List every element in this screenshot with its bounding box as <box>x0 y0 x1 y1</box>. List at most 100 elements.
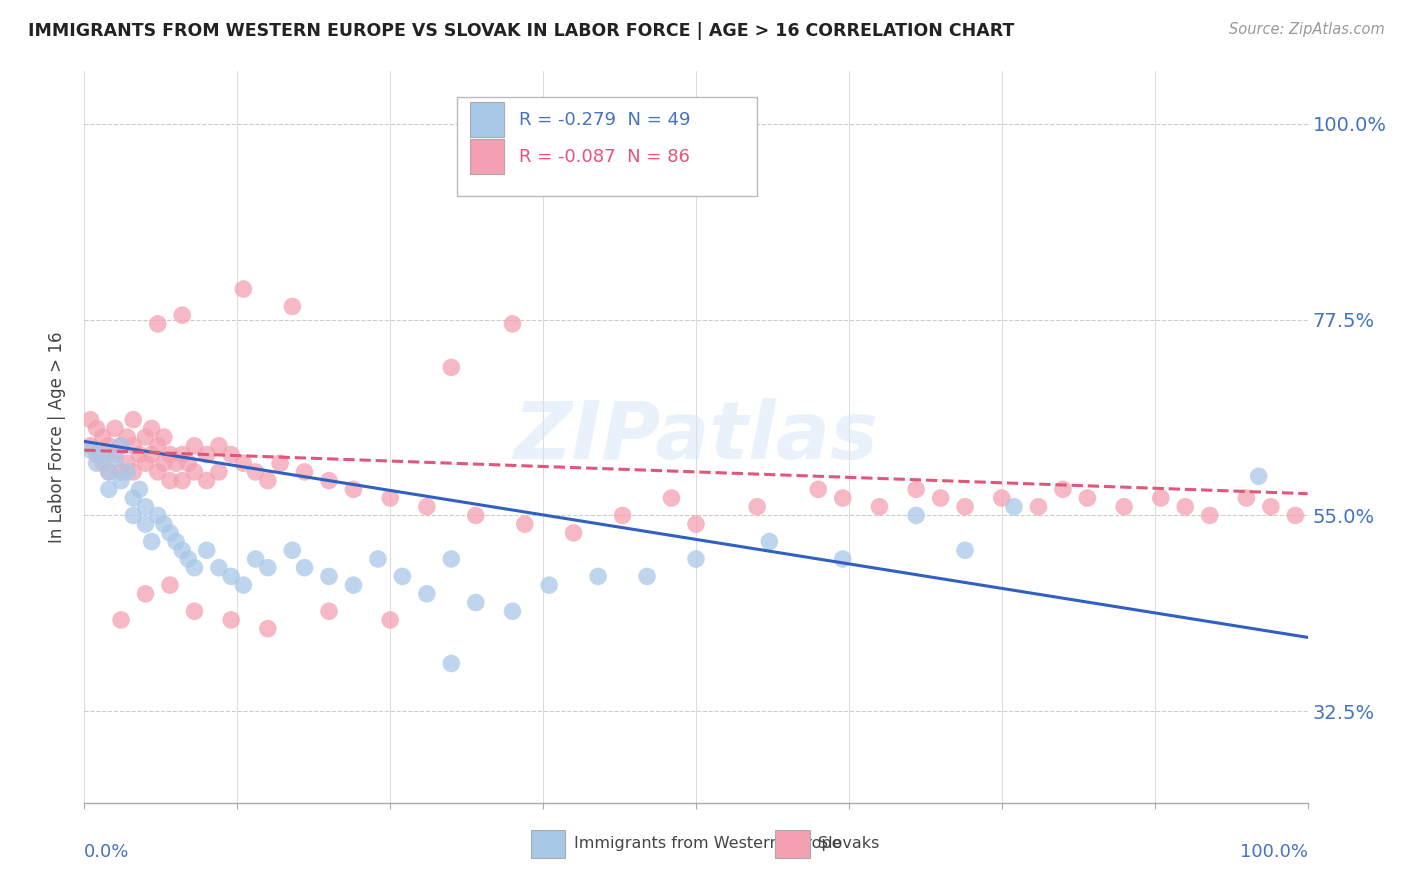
Point <box>513 517 536 532</box>
Point <box>380 491 402 505</box>
Point <box>172 474 194 488</box>
Point <box>318 569 340 583</box>
Point <box>153 456 176 470</box>
Point <box>86 448 108 462</box>
Point <box>141 421 163 435</box>
Point <box>97 465 120 479</box>
Point <box>245 465 267 479</box>
Point <box>172 308 194 322</box>
Point <box>440 360 463 375</box>
Point <box>97 465 120 479</box>
Point <box>79 439 101 453</box>
Point <box>380 613 402 627</box>
Point <box>183 465 205 479</box>
Point <box>281 543 304 558</box>
Point <box>86 421 108 435</box>
Point <box>97 483 120 497</box>
Point <box>953 543 976 558</box>
Point <box>165 456 187 470</box>
Point <box>135 456 157 470</box>
Point <box>183 604 205 618</box>
Point <box>159 525 181 540</box>
Point <box>416 500 439 514</box>
Point <box>135 430 157 444</box>
Point <box>91 430 114 444</box>
Point <box>110 439 132 453</box>
Point <box>905 508 928 523</box>
Point <box>440 657 463 671</box>
Point <box>110 474 132 488</box>
Point <box>122 412 145 426</box>
Point <box>208 439 231 453</box>
Point <box>219 448 242 462</box>
Point <box>122 508 145 523</box>
Point <box>1028 500 1050 514</box>
Point <box>538 578 561 592</box>
Point <box>269 456 291 470</box>
Point <box>122 439 145 453</box>
Point <box>464 595 486 609</box>
Point <box>318 474 340 488</box>
Point <box>464 508 486 523</box>
Point <box>257 474 280 488</box>
Point <box>183 439 205 453</box>
Point <box>747 500 769 514</box>
Point <box>953 500 976 514</box>
Point <box>122 465 145 479</box>
Point <box>1052 483 1074 497</box>
Text: 100.0%: 100.0% <box>1240 843 1308 861</box>
Point <box>636 569 658 583</box>
Text: 0.0%: 0.0% <box>84 843 129 861</box>
Point <box>122 491 145 505</box>
Point <box>153 517 176 532</box>
Point <box>110 465 132 479</box>
Point <box>97 439 120 453</box>
Point <box>110 439 132 453</box>
Point <box>1247 469 1270 483</box>
Point <box>141 448 163 462</box>
Text: ZIPatlas: ZIPatlas <box>513 398 879 476</box>
Point <box>929 491 952 505</box>
Point <box>562 525 585 540</box>
Point <box>257 560 280 574</box>
Point <box>294 560 316 574</box>
Point <box>159 474 181 488</box>
Point <box>172 543 194 558</box>
Point <box>104 448 127 462</box>
Point <box>416 587 439 601</box>
Point <box>183 560 205 574</box>
Point <box>232 282 254 296</box>
Point <box>612 508 634 523</box>
Point <box>245 552 267 566</box>
Point <box>115 430 138 444</box>
Point <box>1150 491 1173 505</box>
Point <box>146 508 169 523</box>
Point <box>177 552 200 566</box>
Point <box>153 430 176 444</box>
Point <box>146 465 169 479</box>
Point <box>685 552 707 566</box>
Point <box>257 622 280 636</box>
Point <box>135 587 157 601</box>
Point <box>1284 508 1306 523</box>
Point <box>104 421 127 435</box>
Point <box>86 456 108 470</box>
Point <box>141 534 163 549</box>
Text: Immigrants from Western Europe: Immigrants from Western Europe <box>574 837 841 851</box>
Point <box>219 569 242 583</box>
Point <box>1174 500 1197 514</box>
Point <box>135 517 157 532</box>
Point <box>869 500 891 514</box>
Point <box>758 534 780 549</box>
FancyBboxPatch shape <box>776 830 810 858</box>
Point <box>177 456 200 470</box>
Point <box>159 578 181 592</box>
Point <box>807 483 830 497</box>
FancyBboxPatch shape <box>531 830 565 858</box>
Point <box>685 517 707 532</box>
Text: R = -0.087  N = 86: R = -0.087 N = 86 <box>519 148 689 166</box>
Point <box>165 534 187 549</box>
Point <box>91 456 114 470</box>
Point <box>115 465 138 479</box>
FancyBboxPatch shape <box>470 102 503 137</box>
